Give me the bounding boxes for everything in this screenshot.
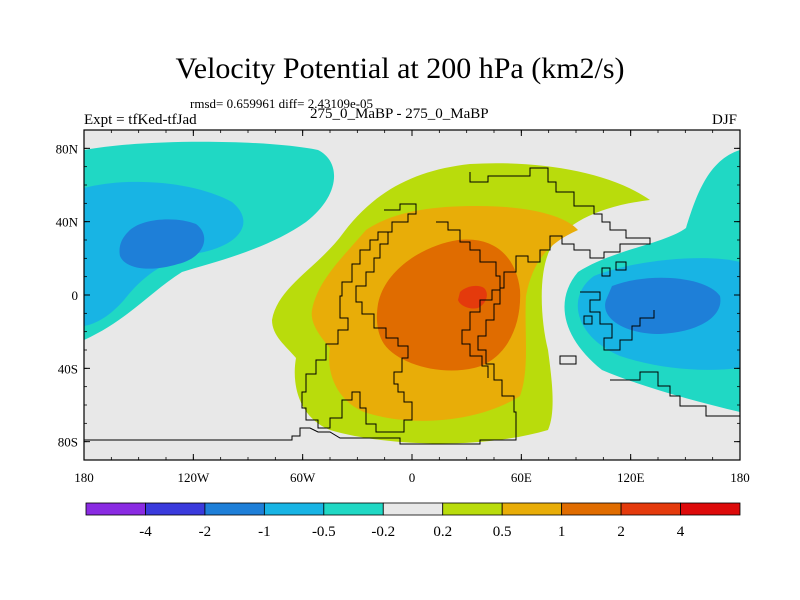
x-tick-label: 180 [730,470,750,485]
colorbar-label: -1 [258,524,271,540]
colorbar-label: -2 [199,524,212,540]
colorbar-swatch [85,502,146,516]
x-tick-label: 180 [74,470,94,485]
chart-title: Velocity Potential at 200 hPa (km2/s) [175,52,625,85]
coastline-americas-africa [84,167,651,445]
coastline-small-islands [559,261,627,365]
colorbar-label: 0.5 [493,524,512,540]
y-tick-label: 40S [58,361,78,376]
x-tick-label: 60E [511,470,532,485]
colorbar-swatch [620,502,681,516]
colorbar-swatch [501,502,563,516]
contour-fields [84,141,740,444]
y-tick-label: 40N [56,215,79,230]
field-central-positive-high [376,239,521,371]
x-tick-label: 120E [617,470,645,485]
y-tick-label: 0 [72,288,79,303]
colorbar-label: -4 [139,524,152,540]
y-tick-label: 80N [56,141,79,156]
period-label: 275_0_MaBP - 275_0_MaBP [310,106,489,122]
colorbar-label: 0.2 [433,524,452,540]
season-label: DJF [712,112,738,128]
field-north-pacific-negative-center [119,219,205,269]
coastline-south-america [301,203,417,433]
colorbar-label: 2 [617,524,625,540]
field-east-negative-center [605,277,721,334]
coastline-australia [610,371,740,417]
colorbar-swatch [382,502,444,516]
y-axis: 80N 40N 0 40S 80S [56,129,740,461]
experiment-label: Expt = tfKed-tfJad [84,112,197,128]
colorbar-swatch [145,502,206,516]
colorbar-label: -0.5 [312,524,336,540]
x-tick-label: 60W [290,470,316,485]
colorbar-label: -0.2 [371,524,395,540]
coastline-asia [580,291,655,351]
colorbar-label: 1 [558,524,566,540]
colorbar-swatch [680,502,741,516]
colorbar: -4 -2 -1 -0.5 -0.2 0.2 0.5 1 2 4 [85,502,741,540]
x-tick-label: 0 [409,470,416,485]
chart-subtitle: rmsd= 0.659961 diff= 2.43109e-05 [190,96,374,111]
colorbar-swatch [263,502,325,516]
y-tick-label: 80S [58,435,78,450]
coastline-africa-interior [436,221,501,378]
coastlines [84,167,740,445]
x-tick-label: 120W [177,470,210,485]
colorbar-swatch [204,502,265,516]
x-axis: 180 120W 60W 0 60E 120E 180 [74,130,750,485]
colorbar-swatch [561,502,622,516]
colorbar-label: 4 [677,524,685,540]
colorbar-swatch [323,502,384,516]
colorbar-swatch [442,502,503,516]
